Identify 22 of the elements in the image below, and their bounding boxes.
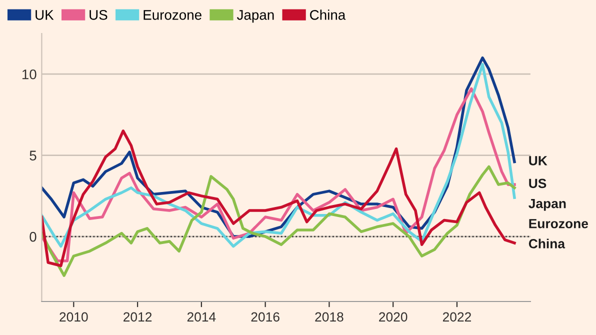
legend-label: US bbox=[90, 10, 108, 20]
x-tick-label: 2014 bbox=[187, 312, 216, 322]
x-tick-label: 2020 bbox=[379, 312, 408, 322]
text: China bbox=[528, 238, 566, 248]
line-series bbox=[42, 165, 516, 277]
legend-label: Japan bbox=[236, 10, 274, 23]
y-tick-label: 5 bbox=[30, 150, 36, 160]
x-tick-label: 2010 bbox=[60, 312, 88, 322]
x-tick-label: 2018 bbox=[315, 312, 344, 322]
legend-label: China bbox=[310, 10, 346, 20]
text: US bbox=[529, 178, 546, 188]
x-tick-label: 2012 bbox=[124, 312, 152, 322]
y-tick-label: 0 bbox=[30, 232, 36, 242]
line-series bbox=[42, 130, 516, 268]
text: Eurozone bbox=[529, 219, 588, 228]
x-tick-label: 2022 bbox=[442, 312, 471, 322]
text: UK bbox=[529, 156, 548, 166]
x-tick-label: 2016 bbox=[251, 312, 280, 322]
y-tick-label: 10 bbox=[22, 69, 36, 80]
legend-label: Eurozone bbox=[144, 10, 202, 20]
legend-label: UK bbox=[36, 10, 54, 20]
text: Japan bbox=[528, 198, 566, 211]
